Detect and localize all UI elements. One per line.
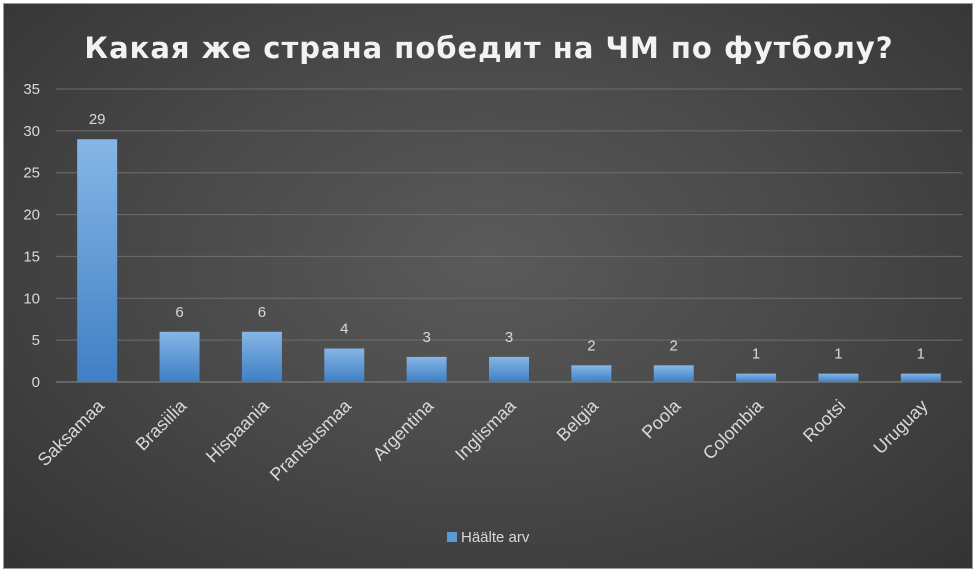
data-label: 4	[340, 321, 348, 338]
legend: Häälte arv	[447, 529, 530, 546]
category-label: Inglismaa	[451, 395, 520, 464]
y-tick-label: 35	[23, 81, 40, 98]
gridlines	[56, 88, 962, 383]
data-label: 2	[670, 337, 678, 354]
bar	[818, 373, 859, 382]
y-tick-label: 20	[23, 207, 40, 224]
bar	[324, 348, 365, 382]
legend-swatch	[447, 532, 457, 542]
y-tick-label: 10	[23, 290, 40, 307]
data-label: 3	[422, 329, 430, 346]
data-label: 1	[917, 346, 925, 363]
data-labels: 29 6 6 4 3 3 2 2 1 1 1	[89, 111, 925, 362]
category-label: Hispaania	[202, 395, 273, 466]
bar	[489, 356, 529, 382]
data-label: 6	[258, 304, 266, 321]
category-label: Rootsi	[799, 396, 849, 446]
category-label: Brasiilia	[132, 395, 191, 454]
data-label: 2	[587, 337, 595, 354]
y-tick-label: 25	[23, 165, 40, 182]
data-label: 6	[175, 304, 183, 321]
y-tick-label: 30	[23, 123, 40, 140]
y-tick-label: 15	[23, 248, 40, 265]
chart-area: Какая же страна победит на ЧМ по футболу…	[3, 3, 973, 569]
data-label: 1	[752, 346, 760, 363]
category-label: Belgia	[553, 395, 603, 445]
data-label: 1	[834, 346, 842, 363]
y-tick-label: 5	[32, 332, 40, 349]
category-label: Uruguay	[869, 396, 931, 458]
category-label: Colombia	[699, 395, 768, 464]
bar	[653, 365, 694, 382]
category-label: Poola	[638, 395, 685, 442]
legend-label: Häälte arv	[461, 529, 530, 546]
bar	[900, 373, 941, 382]
bar	[241, 331, 282, 382]
y-tick-label: 0	[32, 374, 40, 391]
bars	[77, 139, 941, 382]
bar	[159, 331, 200, 382]
bar-chart: Какая же страна победит на ЧМ по футболу…	[23, 31, 962, 546]
category-label: Prantsusmaa	[266, 395, 356, 485]
chart-title: Какая же страна победит на ЧМ по футболу…	[84, 31, 893, 65]
bar	[406, 356, 447, 382]
data-label: 3	[505, 329, 513, 346]
bar	[77, 139, 118, 382]
bar	[571, 365, 612, 382]
y-axis-ticks: 0 5 10 15 20 25 30 35	[23, 81, 40, 391]
category-label: Argentina	[369, 395, 438, 464]
category-label: Saksamaa	[34, 395, 109, 470]
bar	[736, 373, 777, 382]
data-label: 29	[89, 111, 106, 128]
